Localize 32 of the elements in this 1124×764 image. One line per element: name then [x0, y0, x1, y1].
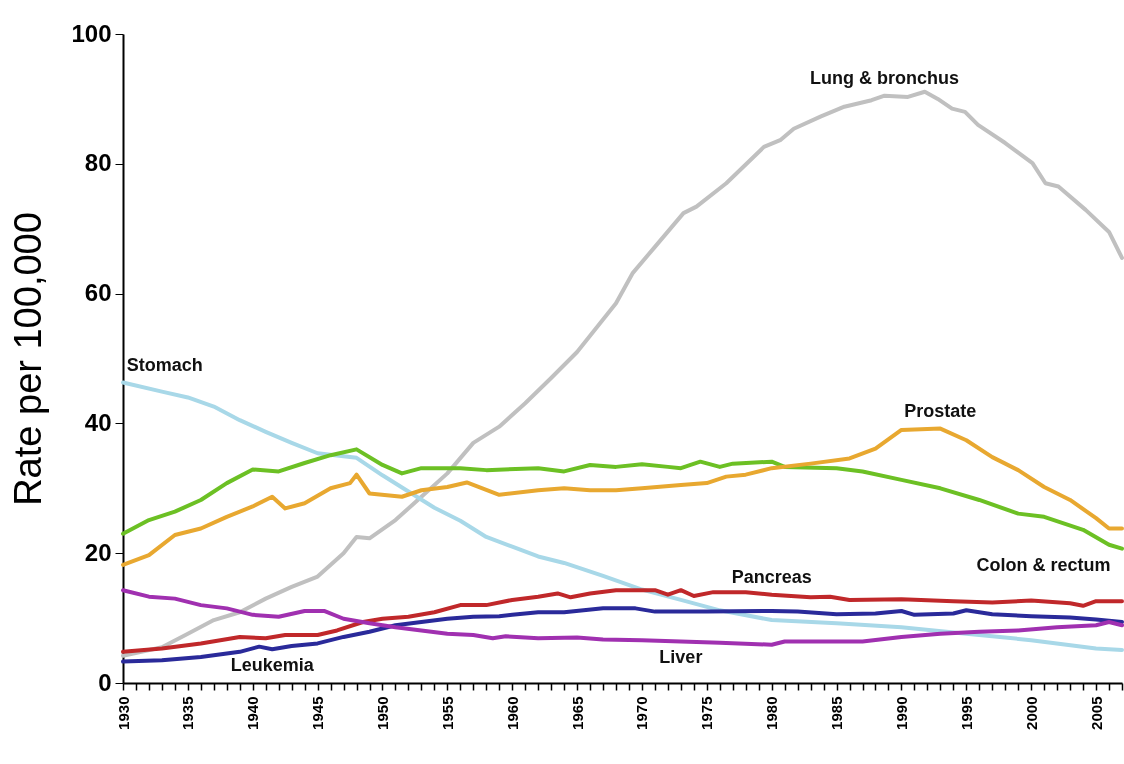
y-tick-label: 100: [71, 19, 112, 47]
x-tick-label: 1965: [568, 696, 586, 730]
x-tick-label: 1985: [828, 696, 846, 730]
x-tick-label: 2000: [1022, 696, 1040, 730]
x-tick-label: 2005: [1087, 696, 1105, 730]
line-series: [121, 380, 1124, 652]
line-series: [121, 447, 1124, 551]
series-label: Leukemia: [230, 655, 315, 676]
x-tick-label: 1935: [179, 696, 197, 730]
series-label: Pancreas: [731, 566, 812, 587]
y-tick-label: 0: [98, 668, 112, 696]
x-tick-label: 1980: [763, 696, 781, 730]
x-tick-label: 1945: [309, 696, 327, 730]
x-tick-label: 1995: [957, 696, 975, 730]
x-tick-label: 1930: [114, 696, 132, 730]
y-tick-label: 80: [84, 149, 112, 177]
y-tick-label: 20: [84, 538, 112, 566]
x-tick-label: 1975: [698, 696, 716, 730]
series-label: Prostate: [904, 400, 977, 421]
series-label: Liver: [659, 647, 703, 668]
y-axis-title: Rate per 100,000: [7, 212, 50, 506]
series-label: Colon & rectum: [976, 554, 1111, 575]
x-tick-label: 1955: [438, 696, 456, 730]
series-label: Stomach: [126, 354, 203, 375]
x-tick-label: 1970: [633, 696, 651, 730]
x-tick-label: 1990: [892, 696, 910, 730]
series-label: Lung & bronchus: [810, 67, 960, 88]
y-tick-label: 60: [84, 279, 112, 307]
y-tick-label: 40: [84, 408, 112, 436]
x-tick-label: 1950: [373, 696, 391, 730]
x-tick-label: 1960: [503, 696, 521, 730]
x-tick-label: 1940: [244, 696, 262, 730]
